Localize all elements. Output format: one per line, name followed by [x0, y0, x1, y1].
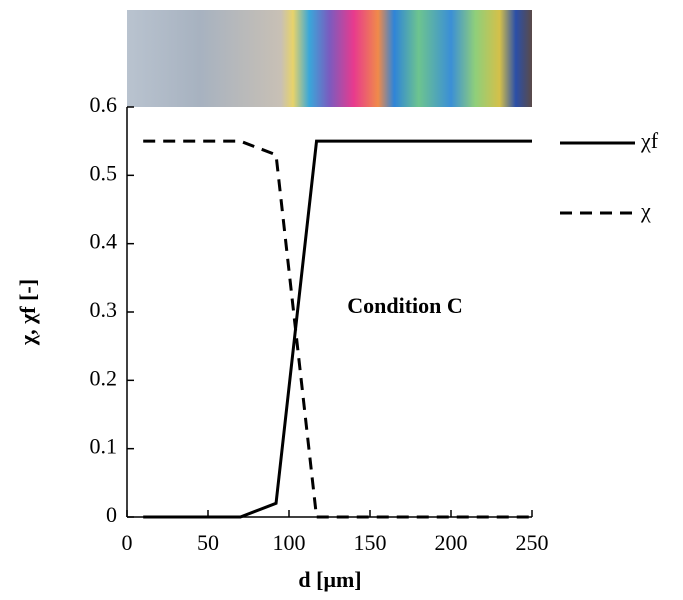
y-tick-label: 0.5 — [90, 160, 118, 185]
series-line — [143, 139, 532, 519]
x-tick-label: 200 — [435, 530, 468, 555]
legend-label: χ — [640, 198, 651, 223]
y-tick-label: 0.1 — [90, 434, 118, 459]
y-tick-label: 0.4 — [90, 229, 118, 254]
y-tick-label: 0.3 — [90, 297, 118, 322]
annotation: Condition C — [347, 293, 463, 318]
x-tick-label: 0 — [122, 530, 133, 555]
series-line — [143, 139, 532, 519]
x-axis-label: d [μm] — [298, 567, 361, 592]
x-tick-label: 50 — [197, 530, 219, 555]
x-tick-label: 150 — [354, 530, 387, 555]
y-tick-label: 0.6 — [90, 92, 118, 117]
x-tick-label: 100 — [273, 530, 306, 555]
micrograph-strip — [127, 10, 532, 107]
x-tick-label: 250 — [516, 530, 549, 555]
y-tick-label: 0.2 — [90, 365, 118, 390]
y-tick-label: 0 — [106, 502, 117, 527]
legend-label: χf — [640, 128, 659, 153]
y-axis-label: χ, χf [-] — [15, 279, 40, 346]
